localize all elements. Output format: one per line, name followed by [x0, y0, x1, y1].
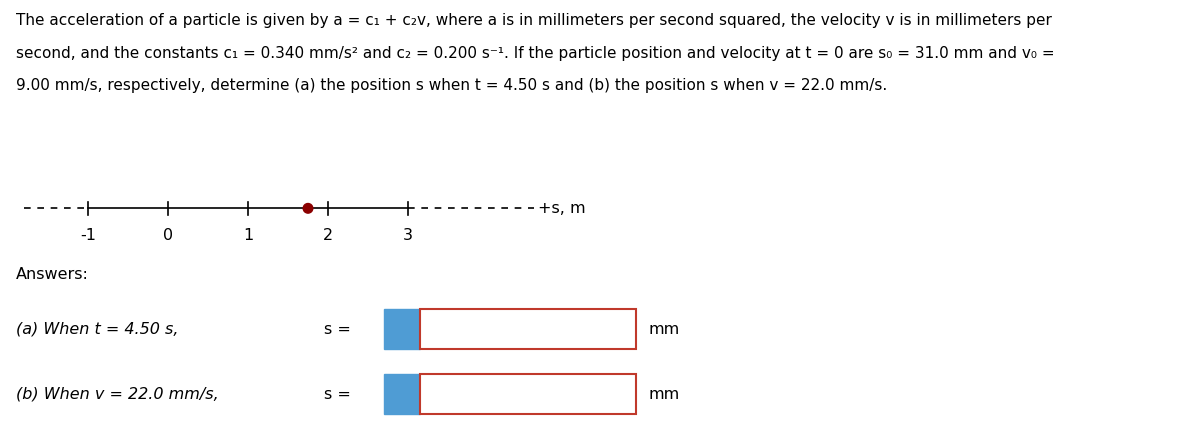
Text: mm: mm	[648, 322, 679, 337]
Text: s =: s =	[324, 322, 350, 337]
Text: 9.00 mm/s, respectively, determine (a) the position s when t = 4.50 s and (b) th: 9.00 mm/s, respectively, determine (a) t…	[16, 78, 887, 93]
Text: i: i	[400, 322, 404, 337]
Text: second, and the constants c₁ = 0.340 mm/s² and c₂ = 0.200 s⁻¹. If the particle p: second, and the constants c₁ = 0.340 mm/…	[16, 46, 1055, 60]
Text: s =: s =	[324, 387, 350, 402]
Text: (b) When v = 22.0 mm/s,: (b) When v = 22.0 mm/s,	[16, 387, 218, 402]
Text: Answers:: Answers:	[16, 267, 89, 281]
Text: The acceleration of a particle is given by a = c₁ + c₂v, where a is in millimete: The acceleration of a particle is given …	[16, 13, 1051, 28]
Text: mm: mm	[648, 387, 679, 402]
Text: 2: 2	[323, 228, 334, 243]
Text: 0: 0	[163, 228, 173, 243]
Text: -1: -1	[80, 228, 96, 243]
Text: 1: 1	[242, 228, 253, 243]
Text: 3: 3	[403, 228, 413, 243]
Text: +s, m: +s, m	[538, 201, 586, 216]
Text: i: i	[400, 387, 404, 402]
Text: 70.438: 70.438	[432, 322, 487, 337]
Text: 152.362: 152.362	[432, 387, 498, 402]
Text: (a) When t = 4.50 s,: (a) When t = 4.50 s,	[16, 322, 178, 337]
